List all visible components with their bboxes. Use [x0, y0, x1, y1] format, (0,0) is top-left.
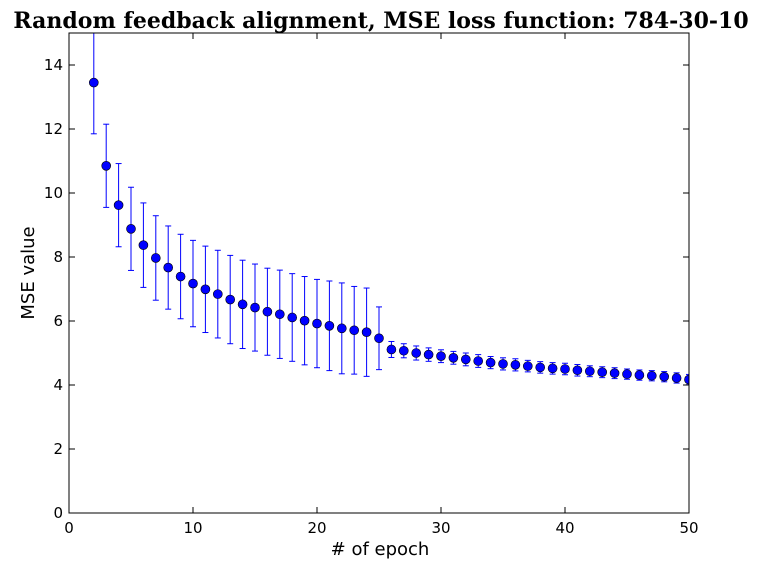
data-point: [671, 373, 682, 383]
data-point: [200, 284, 211, 295]
x-tick-label: 30: [431, 519, 450, 537]
x-tick-label: 50: [679, 519, 698, 537]
data-point: [411, 348, 422, 358]
data-point: [646, 370, 657, 381]
data-point: [101, 161, 111, 171]
data-point: [274, 309, 285, 320]
x-axis-label: # of epoch: [331, 539, 430, 560]
chart-title: Random feedback alignment, MSE loss func…: [13, 8, 748, 34]
data-point: [175, 271, 186, 282]
y-tick-label: 6: [53, 312, 63, 330]
y-tick-label: 2: [53, 440, 63, 458]
data-point: [312, 318, 322, 329]
data-point: [126, 224, 136, 234]
data-point: [225, 294, 235, 305]
y-tick-label: 0: [53, 504, 63, 522]
data-point: [299, 315, 310, 326]
plot-marks: [89, 33, 689, 386]
data-point: [547, 363, 558, 374]
data-point: [423, 349, 434, 360]
y-axis-label: MSE value: [18, 226, 39, 319]
data-point: [163, 262, 173, 273]
data-point: [89, 77, 99, 88]
x-tick-label: 10: [183, 519, 202, 537]
data-point: [622, 369, 632, 379]
x-tick-label: 20: [307, 519, 326, 537]
y-tick-label: 8: [53, 248, 63, 266]
data-point: [262, 306, 273, 317]
plot-frame: [68, 32, 690, 514]
data-point: [213, 289, 223, 299]
x-tick-label: 0: [64, 519, 74, 537]
y-tick-label: 4: [53, 376, 63, 394]
data-point: [398, 345, 409, 356]
data-point: [250, 302, 260, 313]
data-point: [634, 370, 645, 380]
data-point: [460, 354, 471, 365]
data-point: [138, 240, 149, 250]
x-tick-label: 40: [555, 519, 574, 537]
data-point: [535, 362, 546, 373]
data-point: [151, 253, 161, 263]
data-point: [324, 320, 335, 331]
data-point: [361, 327, 372, 338]
data-point: [659, 371, 670, 382]
data-point: [188, 278, 198, 289]
y-tick-label: 10: [44, 184, 63, 202]
y-tick-label: 12: [44, 120, 63, 138]
data-point: [448, 352, 459, 363]
data-point: [113, 200, 124, 210]
data-point: [473, 356, 484, 366]
axes: 0 10 20 30 40 50 0 2 4 6 8 10 12 14: [44, 32, 699, 537]
data-point: [572, 365, 583, 376]
data-point: [584, 366, 595, 377]
data-point: [522, 361, 533, 371]
y-tick-label: 14: [44, 56, 63, 74]
data-point: [436, 351, 446, 362]
data-point: [287, 312, 298, 323]
data-point: [510, 360, 521, 370]
data-point: [336, 323, 347, 334]
data-point: [374, 333, 384, 344]
data-point: [609, 368, 620, 378]
data-point: [684, 374, 689, 385]
data-point: [349, 325, 360, 336]
data-point: [485, 357, 496, 368]
data-point: [237, 299, 248, 310]
data-point: [498, 359, 508, 369]
data-point: [597, 367, 608, 378]
plot-area: [89, 33, 689, 386]
data-point: [386, 344, 397, 355]
data-point: [560, 364, 570, 374]
